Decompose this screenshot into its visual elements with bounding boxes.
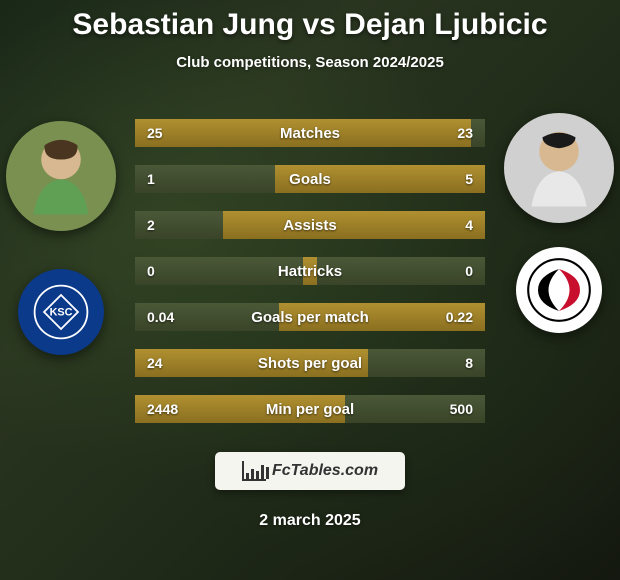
stat-row: 0 Hattricks 0 bbox=[135, 257, 485, 285]
stat-value-right: 8 bbox=[465, 355, 473, 371]
stat-label: Assists bbox=[135, 217, 485, 234]
svg-text:KSC: KSC bbox=[50, 307, 73, 319]
page-title: Sebastian Jung vs Dejan Ljubicic bbox=[72, 8, 547, 42]
stat-value-right: 4 bbox=[465, 217, 473, 233]
club-right-logo bbox=[516, 247, 602, 333]
stat-row: 25 Matches 23 bbox=[135, 119, 485, 147]
stat-value-right: 23 bbox=[457, 125, 473, 141]
stat-value-right: 500 bbox=[450, 401, 473, 417]
stat-label: Hattricks bbox=[135, 263, 485, 280]
brand-badge: FcTables.com bbox=[215, 452, 405, 490]
avatar-placeholder-icon bbox=[6, 121, 116, 231]
date-text: 2 march 2025 bbox=[259, 512, 360, 530]
stat-bars: 25 Matches 23 1 Goals 5 bbox=[135, 119, 485, 423]
stat-label: Matches bbox=[135, 125, 485, 142]
player-left-avatar bbox=[6, 121, 116, 231]
stat-row: 24 Shots per goal 8 bbox=[135, 349, 485, 377]
stat-label: Goals per match bbox=[135, 309, 485, 326]
stat-value-right: 5 bbox=[465, 171, 473, 187]
content-container: Sebastian Jung vs Dejan Ljubicic Club co… bbox=[0, 0, 620, 580]
brand-text: FcTables.com bbox=[272, 462, 378, 480]
stat-label: Goals bbox=[135, 171, 485, 188]
stat-label: Shots per goal bbox=[135, 355, 485, 372]
club-logo-icon bbox=[524, 255, 594, 325]
stat-row: 0.04 Goals per match 0.22 bbox=[135, 303, 485, 331]
chart-icon bbox=[242, 461, 266, 481]
stat-row: 2448 Min per goal 500 bbox=[135, 395, 485, 423]
avatar-placeholder-icon bbox=[504, 113, 614, 223]
stat-value-right: 0.22 bbox=[446, 309, 473, 325]
player-right-avatar bbox=[504, 113, 614, 223]
club-logo-icon: KSC bbox=[31, 282, 91, 342]
stat-row: 1 Goals 5 bbox=[135, 165, 485, 193]
page-subtitle: Club competitions, Season 2024/2025 bbox=[176, 54, 444, 71]
stat-row: 2 Assists 4 bbox=[135, 211, 485, 239]
club-left-logo: KSC bbox=[18, 269, 104, 355]
stat-label: Min per goal bbox=[135, 401, 485, 418]
stat-value-right: 0 bbox=[465, 263, 473, 279]
stats-area: KSC 25 Matches 23 bbox=[0, 101, 620, 580]
